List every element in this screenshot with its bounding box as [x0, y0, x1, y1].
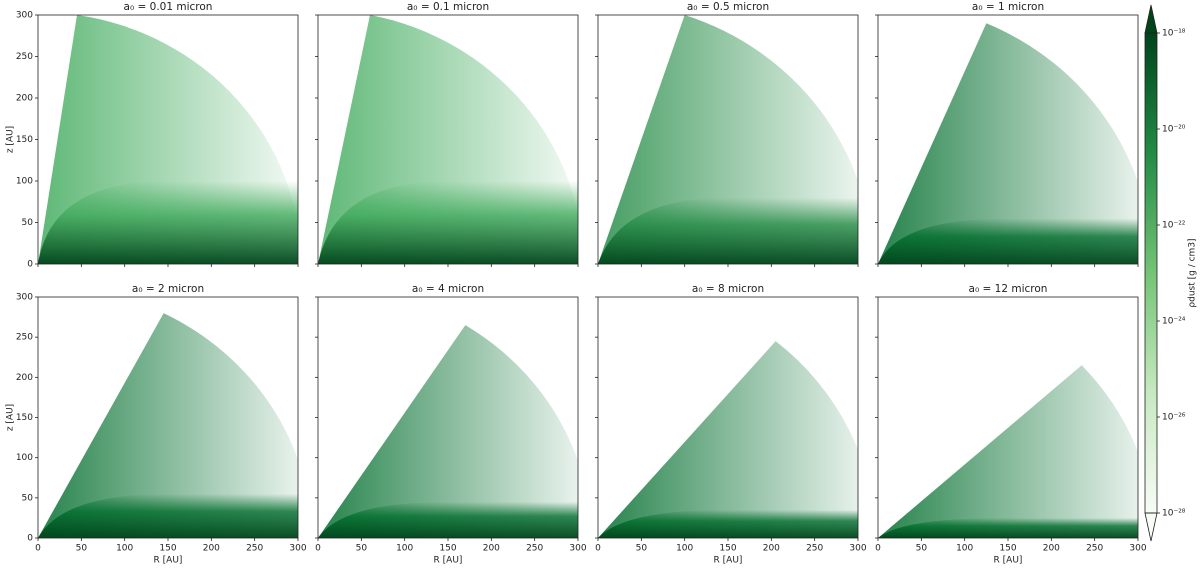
- disk: [878, 218, 1138, 264]
- x-axis-label: R [AU]: [994, 556, 1023, 566]
- panel-title: a₀ = 0.01 micron: [124, 1, 213, 13]
- disk: [878, 517, 1138, 538]
- y-tick-label: 50: [22, 493, 34, 503]
- cone: [878, 23, 1138, 264]
- x-tick-label: 150: [159, 544, 176, 554]
- panel-title: a₀ = 12 micron: [969, 283, 1048, 295]
- x-tick-label: 50: [76, 544, 88, 554]
- x-tick-label: 0: [875, 544, 881, 554]
- colorbar-extend-max: [1144, 4, 1158, 34]
- colorbar-frame: [1144, 32, 1158, 514]
- panel: [878, 365, 1138, 538]
- y-tick-label: 0: [27, 260, 33, 270]
- x-tick-label: 100: [676, 544, 693, 554]
- y-tick-label: 100: [16, 177, 33, 187]
- panel: [38, 313, 298, 538]
- x-tick-label: 100: [396, 544, 413, 554]
- y-tick-label: 300: [16, 293, 33, 303]
- x-tick-label: 300: [569, 544, 586, 554]
- colorbar-extend-min: [1144, 512, 1158, 542]
- y-tick-label: 250: [16, 333, 33, 343]
- y-tick-label: 100: [16, 453, 33, 463]
- x-tick-label: 150: [439, 544, 456, 554]
- x-tick-label: 150: [999, 544, 1016, 554]
- y-tick-label: 50: [22, 218, 34, 228]
- panel-title: a₀ = 4 micron: [412, 283, 484, 295]
- x-tick-label: 250: [526, 544, 543, 554]
- x-tick-label: 50: [356, 544, 368, 554]
- y-tick-label: 0: [27, 534, 33, 544]
- x-tick-label: 200: [483, 544, 500, 554]
- panel: [598, 341, 858, 538]
- colorbar-tick-label: 10⁻²⁴: [1162, 317, 1186, 327]
- panel: [38, 15, 298, 264]
- panel-title: a₀ = 0.1 micron: [407, 1, 489, 13]
- panel: [318, 15, 578, 264]
- cone: [318, 325, 578, 538]
- x-tick-label: 0: [595, 544, 601, 554]
- disk: [38, 181, 298, 264]
- y-axis-label: z [AU]: [6, 404, 16, 431]
- y-tick-label: 300: [16, 11, 33, 21]
- y-tick-label: 250: [16, 52, 33, 62]
- x-tick-label: 0: [315, 544, 321, 554]
- x-tick-label: 100: [116, 544, 133, 554]
- x-tick-label: 250: [246, 544, 263, 554]
- y-tick-label: 150: [16, 413, 33, 423]
- panel-title: a₀ = 0.5 micron: [687, 1, 769, 13]
- cone: [878, 365, 1138, 538]
- x-tick-label: 150: [719, 544, 736, 554]
- disk: [38, 493, 298, 538]
- x-tick-label: 50: [916, 544, 928, 554]
- x-tick-label: 200: [763, 544, 780, 554]
- x-tick-label: 300: [289, 544, 306, 554]
- x-axis-label: R [AU]: [434, 556, 463, 566]
- x-tick-label: 250: [806, 544, 823, 554]
- disk: [598, 509, 858, 538]
- x-tick-label: 0: [35, 544, 41, 554]
- x-tick-label: 200: [203, 544, 220, 554]
- panel-title: a₀ = 1 micron: [972, 1, 1044, 13]
- cone: [598, 341, 858, 538]
- x-tick-label: 100: [956, 544, 973, 554]
- x-axis-label: R [AU]: [714, 556, 743, 566]
- colorbar-tick-label: 10⁻²⁶: [1162, 413, 1186, 423]
- panel: [878, 23, 1138, 264]
- panel: [318, 325, 578, 538]
- disk: [598, 197, 858, 264]
- x-tick-label: 300: [1129, 544, 1146, 554]
- colorbar-tick-label: 10⁻¹⁸: [1162, 29, 1186, 39]
- y-tick-label: 200: [16, 94, 33, 104]
- colorbar-tick-label: 10⁻²²: [1162, 221, 1186, 231]
- x-tick-label: 250: [1086, 544, 1103, 554]
- panel-title: a₀ = 2 micron: [132, 283, 204, 295]
- x-axis-label: R [AU]: [154, 556, 183, 566]
- x-tick-label: 200: [1043, 544, 1060, 554]
- colorbar-tick-label: 10⁻²⁸: [1162, 509, 1186, 519]
- colorbar-tick-label: 10⁻²⁰: [1162, 125, 1186, 135]
- y-tick-label: 200: [16, 373, 33, 383]
- disk: [318, 501, 578, 538]
- x-tick-label: 50: [636, 544, 648, 554]
- colorbar-label: ρdust [g / cm3]: [1188, 238, 1198, 307]
- panel: [598, 15, 858, 264]
- x-tick-label: 300: [849, 544, 866, 554]
- y-tick-label: 150: [16, 135, 33, 145]
- disk: [318, 181, 578, 264]
- y-axis-label: z [AU]: [6, 126, 16, 153]
- panel-title: a₀ = 8 micron: [692, 283, 764, 295]
- cone: [38, 313, 298, 538]
- colorbar: [1145, 33, 1157, 513]
